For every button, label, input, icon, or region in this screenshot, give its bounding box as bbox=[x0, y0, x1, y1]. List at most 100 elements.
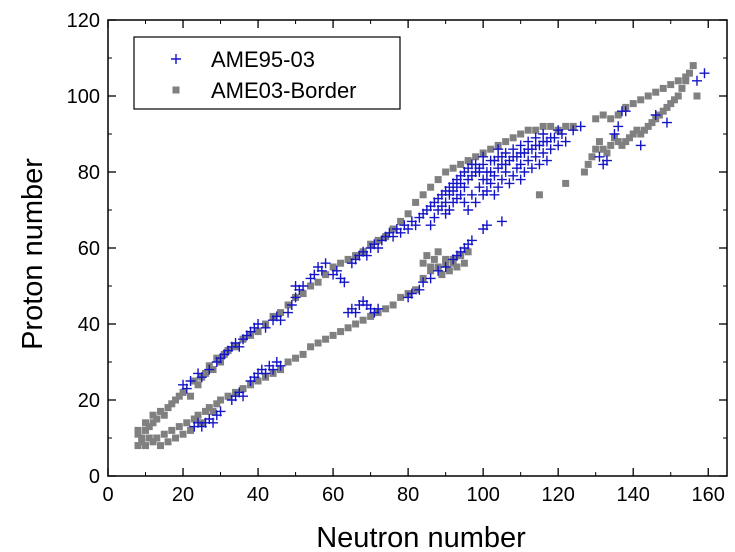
plus-point bbox=[316, 265, 327, 276]
square-point bbox=[239, 385, 247, 393]
square-point bbox=[149, 411, 157, 419]
plus-point bbox=[470, 197, 481, 208]
plus-point bbox=[541, 155, 552, 166]
legend: AME95-03 AME03-Border bbox=[133, 36, 401, 110]
square-point bbox=[217, 396, 225, 404]
square-point bbox=[427, 183, 435, 191]
square-point bbox=[670, 96, 678, 104]
square-point bbox=[685, 69, 693, 77]
plus-point bbox=[429, 212, 440, 223]
square-point bbox=[580, 168, 588, 176]
plus-point bbox=[260, 322, 271, 333]
plus-point bbox=[440, 262, 451, 272]
plus-point bbox=[515, 159, 526, 170]
square-point bbox=[337, 328, 345, 336]
plus-point bbox=[185, 376, 196, 386]
plus-point bbox=[553, 140, 564, 151]
y-tick-label: 80 bbox=[78, 162, 100, 184]
plus-point bbox=[481, 186, 492, 196]
square-point bbox=[190, 415, 198, 423]
plus-point bbox=[410, 220, 421, 231]
square-point bbox=[213, 400, 221, 408]
y-tick-label: 100 bbox=[67, 86, 100, 108]
square-point bbox=[307, 343, 315, 351]
series-ame03-border bbox=[134, 62, 701, 450]
x-tick-label: 100 bbox=[466, 484, 499, 506]
plus-point bbox=[496, 216, 507, 227]
plus-point bbox=[309, 269, 320, 280]
square-point bbox=[592, 145, 600, 153]
square-point bbox=[134, 426, 142, 434]
plus-point bbox=[515, 148, 526, 158]
square-point bbox=[205, 404, 213, 412]
plus-point bbox=[504, 178, 515, 189]
plus-point bbox=[568, 125, 579, 136]
square-point bbox=[194, 381, 202, 389]
plus-point bbox=[444, 205, 455, 215]
square-point bbox=[434, 176, 442, 184]
square-point bbox=[314, 278, 322, 286]
x-tick-label: 80 bbox=[397, 484, 419, 506]
square-point bbox=[599, 111, 607, 119]
square-point bbox=[667, 100, 675, 108]
square-point bbox=[434, 248, 442, 256]
legend-label: AME03-Border bbox=[211, 78, 357, 103]
x-tick-label: 40 bbox=[247, 484, 269, 506]
plus-point bbox=[275, 360, 286, 371]
plus-point bbox=[489, 155, 500, 166]
plus-point bbox=[253, 319, 264, 329]
square-point bbox=[487, 145, 495, 153]
square-point bbox=[344, 324, 352, 332]
plus-point bbox=[403, 224, 414, 234]
plus-point bbox=[691, 75, 702, 86]
square-point bbox=[648, 119, 656, 127]
legend-marker bbox=[172, 86, 180, 94]
plus-point bbox=[515, 174, 526, 185]
plus-point bbox=[496, 174, 507, 185]
data-points bbox=[134, 62, 710, 450]
plus-point bbox=[414, 284, 425, 295]
square-point bbox=[640, 126, 648, 134]
square-point bbox=[168, 400, 176, 408]
x-axis-title: Neutron number bbox=[316, 522, 526, 552]
square-point bbox=[637, 130, 645, 138]
square-point bbox=[603, 149, 611, 157]
square-point bbox=[539, 122, 547, 130]
square-point bbox=[629, 130, 637, 138]
plus-point bbox=[530, 140, 541, 151]
square-point bbox=[682, 73, 690, 81]
square-point bbox=[160, 430, 168, 438]
plus-point bbox=[538, 148, 549, 158]
square-point bbox=[145, 423, 153, 431]
plus-point bbox=[508, 151, 519, 162]
x-tick-label: 160 bbox=[692, 484, 725, 506]
plus-point bbox=[523, 155, 534, 166]
x-tick-label: 120 bbox=[541, 484, 574, 506]
plus-point bbox=[459, 182, 470, 193]
plus-point bbox=[181, 383, 192, 394]
square-point bbox=[453, 263, 461, 271]
plus-point bbox=[534, 159, 545, 170]
square-point bbox=[427, 263, 435, 271]
plus-point bbox=[208, 417, 219, 428]
plus-point bbox=[234, 341, 245, 352]
square-point bbox=[633, 126, 641, 134]
square-point bbox=[532, 126, 540, 134]
square-point bbox=[663, 103, 671, 111]
square-point bbox=[442, 255, 450, 263]
square-point bbox=[277, 309, 285, 317]
square-point bbox=[614, 111, 622, 119]
plus-point bbox=[361, 250, 372, 261]
plus-point bbox=[530, 151, 541, 162]
plus-point bbox=[433, 265, 444, 276]
plus-point bbox=[339, 277, 350, 288]
square-point bbox=[689, 62, 697, 70]
plus-point bbox=[298, 281, 309, 291]
square-point bbox=[160, 411, 168, 419]
plus-point bbox=[489, 189, 500, 200]
plus-point bbox=[275, 315, 286, 326]
plus-point bbox=[478, 151, 489, 162]
axis-ticks: 0 20 40 60 80 100 120 140 160 0 20 40 60 80 100 120 bbox=[67, 10, 727, 506]
plus-point bbox=[320, 258, 331, 269]
